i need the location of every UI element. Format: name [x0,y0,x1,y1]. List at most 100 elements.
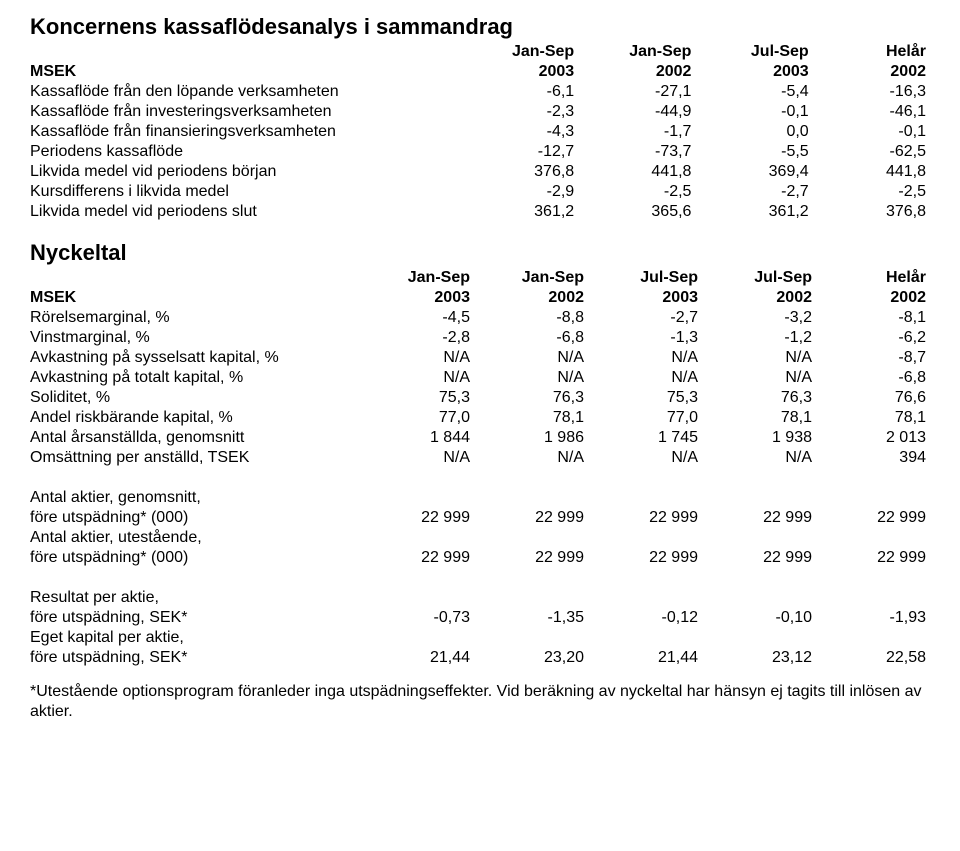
row-value: -1,35 [474,608,588,628]
row-value: -5,5 [695,142,812,162]
row-value: N/A [588,348,702,368]
header-cell: Jan-Sep [578,42,695,62]
keyratios-title: Nyckeltal [30,240,930,266]
spacer-cell [30,468,930,488]
row-value: 76,3 [702,388,816,408]
table-row: Likvida medel vid periodens början376,84… [30,162,930,182]
table-row: Antal årsanställda, genomsnitt1 8441 986… [30,428,930,448]
row-label: Vinstmarginal, % [30,328,360,348]
keyratios-table: Jan-Sep Jan-Sep Jul-Sep Jul-Sep Helår MS… [30,268,930,668]
table-row: Periodens kassaflöde-12,7-73,7-5,5-62,5 [30,142,930,162]
row-label: Antal årsanställda, genomsnitt [30,428,360,448]
row-value: N/A [474,348,588,368]
table-row: Kassaflöde från finansieringsverksamhete… [30,122,930,142]
row-value: 78,1 [816,408,930,428]
row-value [816,528,930,548]
row-value: -5,4 [695,82,812,102]
row-value: -6,2 [816,328,930,348]
row-value [360,588,474,608]
row-value: N/A [474,368,588,388]
row-value: -1,3 [588,328,702,348]
row-label: Likvida medel vid periodens slut [30,202,461,222]
row-label: före utspädning* (000) [30,548,360,568]
table-header-row: Jan-Sep Jan-Sep Jul-Sep Jul-Sep Helår [30,268,930,288]
row-value: -6,8 [474,328,588,348]
header-cell: Jan-Sep [474,268,588,288]
row-value: -2,9 [461,182,578,202]
row-value: 22 999 [702,548,816,568]
row-value: -0,10 [702,608,816,628]
row-value: 77,0 [360,408,474,428]
row-label: Andel riskbärande kapital, % [30,408,360,428]
table-row: Avkastning på sysselsatt kapital, % N/AN/… [30,348,930,368]
table-row: Vinstmarginal, %-2,8-6,8-1,3-1,2-6,2 [30,328,930,348]
row-value: 21,44 [588,648,702,668]
row-label: före utspädning, SEK* [30,648,360,668]
header-cell [30,42,461,62]
table-row: före utspädning, SEK*21,4423,2021,4423,1… [30,648,930,668]
row-label: Resultat per aktie, [30,588,360,608]
row-value [474,628,588,648]
table-row: Likvida medel vid periodens slut361,2365… [30,202,930,222]
header-cell: 2002 [474,288,588,308]
header-cell: Jul-Sep [695,42,812,62]
header-cell [30,268,360,288]
row-label: Kursdifferens i likvida medel [30,182,461,202]
header-cell: Jul-Sep [702,268,816,288]
row-value [360,528,474,548]
row-value: -27,1 [578,82,695,102]
row-value: 21,44 [360,648,474,668]
row-value: -8,7 [816,348,930,368]
table-row: före utspädning* (000)22 99922 99922 999… [30,508,930,528]
row-value [474,528,588,548]
spacer-row [30,468,930,488]
row-label: Antal aktier, genomsnitt, [30,488,360,508]
header-cell: Jan-Sep [461,42,578,62]
row-value: -1,93 [816,608,930,628]
row-value: 1 938 [702,428,816,448]
table-row: Eget kapital per aktie, [30,628,930,648]
row-value: -2,5 [578,182,695,202]
row-value [702,528,816,548]
spacer-cell [30,568,930,588]
table-row: Resultat per aktie, [30,588,930,608]
row-value: 441,8 [813,162,930,182]
table-row: Omsättning per anställd, TSEKN/AN/AN/AN/… [30,448,930,468]
row-value: 78,1 [474,408,588,428]
row-value [588,588,702,608]
row-value: 2 013 [816,428,930,448]
row-value: -0,12 [588,608,702,628]
row-value: 361,2 [695,202,812,222]
header-cell: 2002 [578,62,695,82]
header-cell: 2002 [702,288,816,308]
row-value: N/A [474,448,588,468]
row-label: före utspädning, SEK* [30,608,360,628]
row-value: 1 745 [588,428,702,448]
row-value: -0,73 [360,608,474,628]
row-value [588,488,702,508]
table-row: Antal aktier, utestående, [30,528,930,548]
table-row: före utspädning, SEK*-0,73-1,35-0,12-0,1… [30,608,930,628]
row-label: Avkastning på sysselsatt kapital, % [30,348,360,368]
row-label: Soliditet, % [30,388,360,408]
row-value: -4,3 [461,122,578,142]
table-row: före utspädning* (000)22 99922 99922 999… [30,548,930,568]
table-row: Soliditet, %75,376,375,376,376,6 [30,388,930,408]
table-header-row: MSEK 2003 2002 2003 2002 [30,62,930,82]
header-cell: MSEK [30,62,461,82]
row-value: -1,2 [702,328,816,348]
row-value: -2,8 [360,328,474,348]
row-value: 369,4 [695,162,812,182]
row-label: före utspädning* (000) [30,508,360,528]
row-value: 78,1 [702,408,816,428]
row-value: 23,20 [474,648,588,668]
header-cell: 2002 [816,288,930,308]
header-cell: Jan-Sep [360,268,474,288]
row-value: -8,1 [816,308,930,328]
table-row: Kursdifferens i likvida medel-2,9-2,5-2,… [30,182,930,202]
row-value: 394 [816,448,930,468]
row-value: 75,3 [360,388,474,408]
row-value: 22 999 [588,508,702,528]
spacer-row [30,568,930,588]
row-value: 77,0 [588,408,702,428]
